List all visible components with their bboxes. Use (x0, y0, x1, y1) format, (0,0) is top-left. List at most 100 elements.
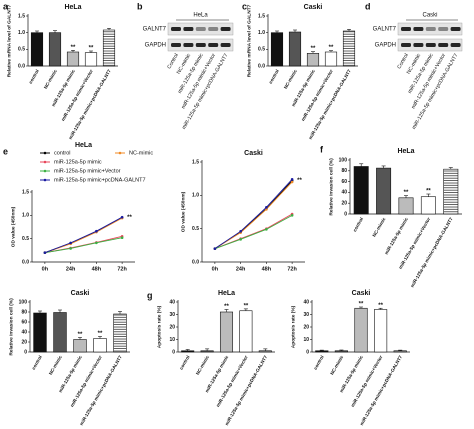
y-tick-label: 1.0 (192, 193, 199, 199)
x-tick-label: NC-mimic (43, 68, 58, 89)
chart-title: Caski (352, 290, 371, 297)
series-line (44, 217, 123, 254)
blot-band (450, 43, 461, 47)
bar (239, 310, 253, 353)
blot-band (220, 43, 231, 47)
legend-label: NC-mimic (129, 150, 153, 156)
y-tick-label: 0.0 (192, 259, 199, 265)
panel-letter: c (242, 1, 247, 11)
point (95, 241, 98, 245)
panel-letter: f (320, 144, 324, 154)
bar (48, 32, 62, 67)
significance: ** (89, 46, 94, 52)
bar (315, 350, 329, 353)
bar (306, 53, 320, 67)
y-tick-label: 1.5 (18, 13, 25, 19)
bar (354, 307, 368, 353)
significance: ** (127, 215, 132, 221)
blot-band (450, 27, 461, 31)
panel-letter: g (147, 290, 153, 300)
blot-band (425, 43, 436, 47)
series-line (44, 216, 123, 254)
bar (73, 339, 87, 353)
y-tick-label: 20 (21, 339, 27, 345)
blot-band (171, 43, 181, 47)
y-tick-label: 0 (344, 211, 347, 217)
x-tick-label: 48h (262, 266, 272, 272)
legend-marker (43, 151, 47, 155)
blot-band (183, 43, 194, 47)
y-tick-label: 0 (172, 349, 175, 355)
y-axis-label: OD value (450nm) (10, 206, 16, 247)
legend-label: control (54, 150, 71, 156)
y-tick-label: 40 (341, 190, 347, 196)
y-tick-label: 60 (341, 179, 347, 185)
bar (376, 167, 392, 215)
legend-marker (43, 178, 47, 182)
point (265, 206, 268, 209)
bar (324, 51, 338, 67)
bar (420, 196, 436, 215)
x-tick-label: control (313, 355, 325, 371)
significance: ** (311, 46, 316, 52)
bar (181, 350, 195, 353)
y-tick-label: 0.0 (22, 259, 29, 265)
y-tick-label: 100 (339, 157, 348, 163)
blot-band (438, 43, 449, 47)
chart-title: HeLa (218, 290, 235, 297)
bar (353, 166, 369, 215)
bar (393, 350, 407, 353)
point (239, 238, 242, 241)
point (69, 247, 72, 250)
point (290, 180, 294, 184)
y-tick-label: 1.5 (192, 159, 199, 165)
significance: ** (329, 45, 334, 51)
significance: ** (359, 302, 364, 308)
x-tick-label: miR-125a-5p mimic+Vector (60, 68, 94, 121)
y-tick-label: 30 (169, 312, 175, 318)
x-tick-label: control (268, 69, 280, 85)
point (213, 247, 217, 250)
bar (113, 313, 127, 353)
bar (30, 32, 44, 67)
x-tick-label: 24h (236, 266, 246, 272)
bar (102, 29, 116, 67)
blot-row-label: GAPDH (145, 43, 166, 49)
y-tick-label: 80 (21, 309, 27, 315)
chart-title: Caski (71, 290, 90, 297)
significance: ** (404, 190, 409, 196)
x-tick-label: NC-mimic (283, 68, 298, 89)
x-tick-label: 24h (66, 266, 76, 272)
series-line (44, 235, 123, 254)
x-tick-label: control (31, 355, 43, 371)
x-tick-label: miR-125a-5p mimic (384, 216, 409, 255)
x-tick-label: control (28, 69, 40, 85)
point (69, 241, 72, 245)
blot-row-label: GALNT7 (373, 27, 397, 33)
bar (200, 350, 214, 353)
bar (93, 338, 107, 353)
x-tick-label: miR-125a-5p mimic+pcDNA-GALNT7 (224, 354, 268, 426)
significance: ** (78, 332, 83, 338)
x-tick-label: control (179, 355, 191, 371)
y-tick-label: 0 (306, 349, 309, 355)
legend-label: miR-125a-5p mimic+Vector (54, 168, 121, 174)
y-tick-label: 0.5 (22, 236, 29, 242)
bar (84, 52, 98, 67)
blot-band (438, 27, 449, 31)
point (95, 229, 98, 233)
blot-band (425, 27, 436, 31)
y-tick-label: 1.0 (18, 30, 25, 36)
y-tick-label: 40 (169, 299, 175, 305)
significance: ** (426, 189, 431, 195)
y-tick-label: 0 (24, 349, 27, 355)
chart-title: HeLa (75, 142, 92, 149)
chart-title: Caski (304, 4, 323, 11)
blot-row-label: GALNT7 (143, 27, 167, 33)
blot-band (413, 43, 424, 47)
blot-header: Caski (422, 13, 437, 19)
y-tick-label: 1.5 (258, 13, 265, 19)
blot-band (208, 27, 219, 31)
y-tick-label: 10 (169, 337, 175, 343)
